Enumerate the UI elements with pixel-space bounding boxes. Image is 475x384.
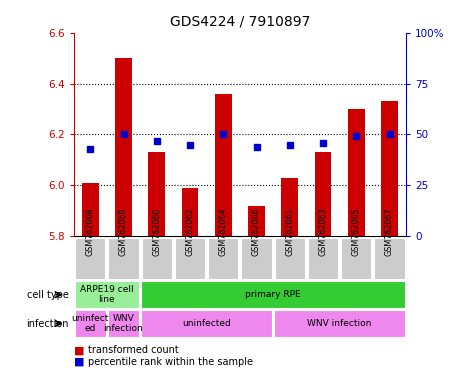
Text: ■: ■: [74, 357, 84, 367]
Text: ■: ■: [74, 345, 84, 355]
Text: infection: infection: [27, 318, 69, 329]
Bar: [348, 109, 365, 236]
Text: primary RPE: primary RPE: [245, 290, 301, 299]
Text: GSM762069: GSM762069: [119, 208, 128, 257]
Text: GSM762067: GSM762067: [385, 208, 394, 257]
Bar: [248, 206, 265, 236]
Text: cell type: cell type: [27, 290, 69, 300]
Text: GSM762061: GSM762061: [285, 208, 294, 257]
Text: GSM762063: GSM762063: [319, 208, 327, 257]
Text: WNV infection: WNV infection: [307, 319, 372, 328]
Text: transformed count: transformed count: [88, 345, 179, 355]
Text: percentile rank within the sample: percentile rank within the sample: [88, 357, 253, 367]
Bar: [215, 94, 232, 236]
Text: WNV
infection: WNV infection: [104, 314, 143, 333]
Title: GDS4224 / 7910897: GDS4224 / 7910897: [170, 15, 310, 29]
Text: GSM762064: GSM762064: [219, 208, 228, 257]
Text: GSM762062: GSM762062: [186, 208, 194, 257]
Text: GSM762065: GSM762065: [352, 208, 361, 257]
Bar: [281, 178, 298, 236]
Text: uninfect
ed: uninfect ed: [72, 314, 109, 333]
Text: GSM762066: GSM762066: [252, 208, 261, 257]
Bar: [314, 152, 332, 236]
Text: GSM762060: GSM762060: [152, 208, 161, 257]
Text: ARPE19 cell
line: ARPE19 cell line: [80, 285, 133, 305]
Bar: [148, 152, 165, 236]
Bar: [82, 183, 99, 236]
Text: GSM762068: GSM762068: [86, 208, 95, 257]
Bar: [381, 101, 398, 236]
Bar: [181, 188, 199, 236]
Bar: [115, 58, 132, 236]
Text: uninfected: uninfected: [182, 319, 231, 328]
